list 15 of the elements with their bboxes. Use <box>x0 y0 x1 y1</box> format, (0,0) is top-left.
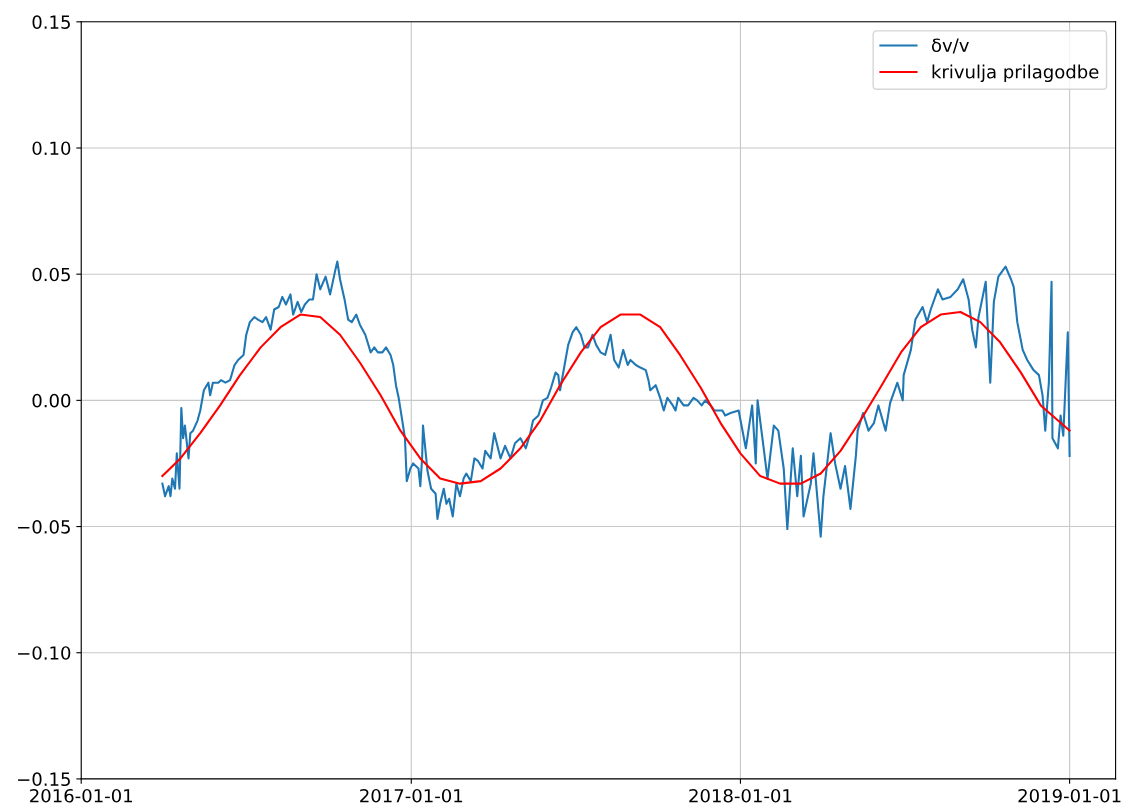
legend-label: krivulja prilagodbe <box>932 64 1099 83</box>
y-tick-label: −0.05 <box>18 520 70 534</box>
y-tick-label: 0.05 <box>32 267 70 282</box>
x-tick-label: 2016-01-01 <box>30 788 133 803</box>
legend-label: δv/v <box>931 38 969 54</box>
x-tick-label: 2018-01-01 <box>689 788 792 803</box>
x-tick-label: 2019-01-01 <box>1018 788 1121 803</box>
x-tick-label: 2017-01-01 <box>360 788 463 803</box>
y-tick-label: 0.00 <box>32 393 71 408</box>
y-tick-label: −0.10 <box>18 646 71 660</box>
y-tick-label: 0.15 <box>32 15 70 29</box>
line-series <box>161 260 1071 538</box>
line-series <box>161 311 1071 485</box>
y-tick-label: −0.15 <box>18 772 70 787</box>
y-tick-label: 0.10 <box>32 141 71 156</box>
